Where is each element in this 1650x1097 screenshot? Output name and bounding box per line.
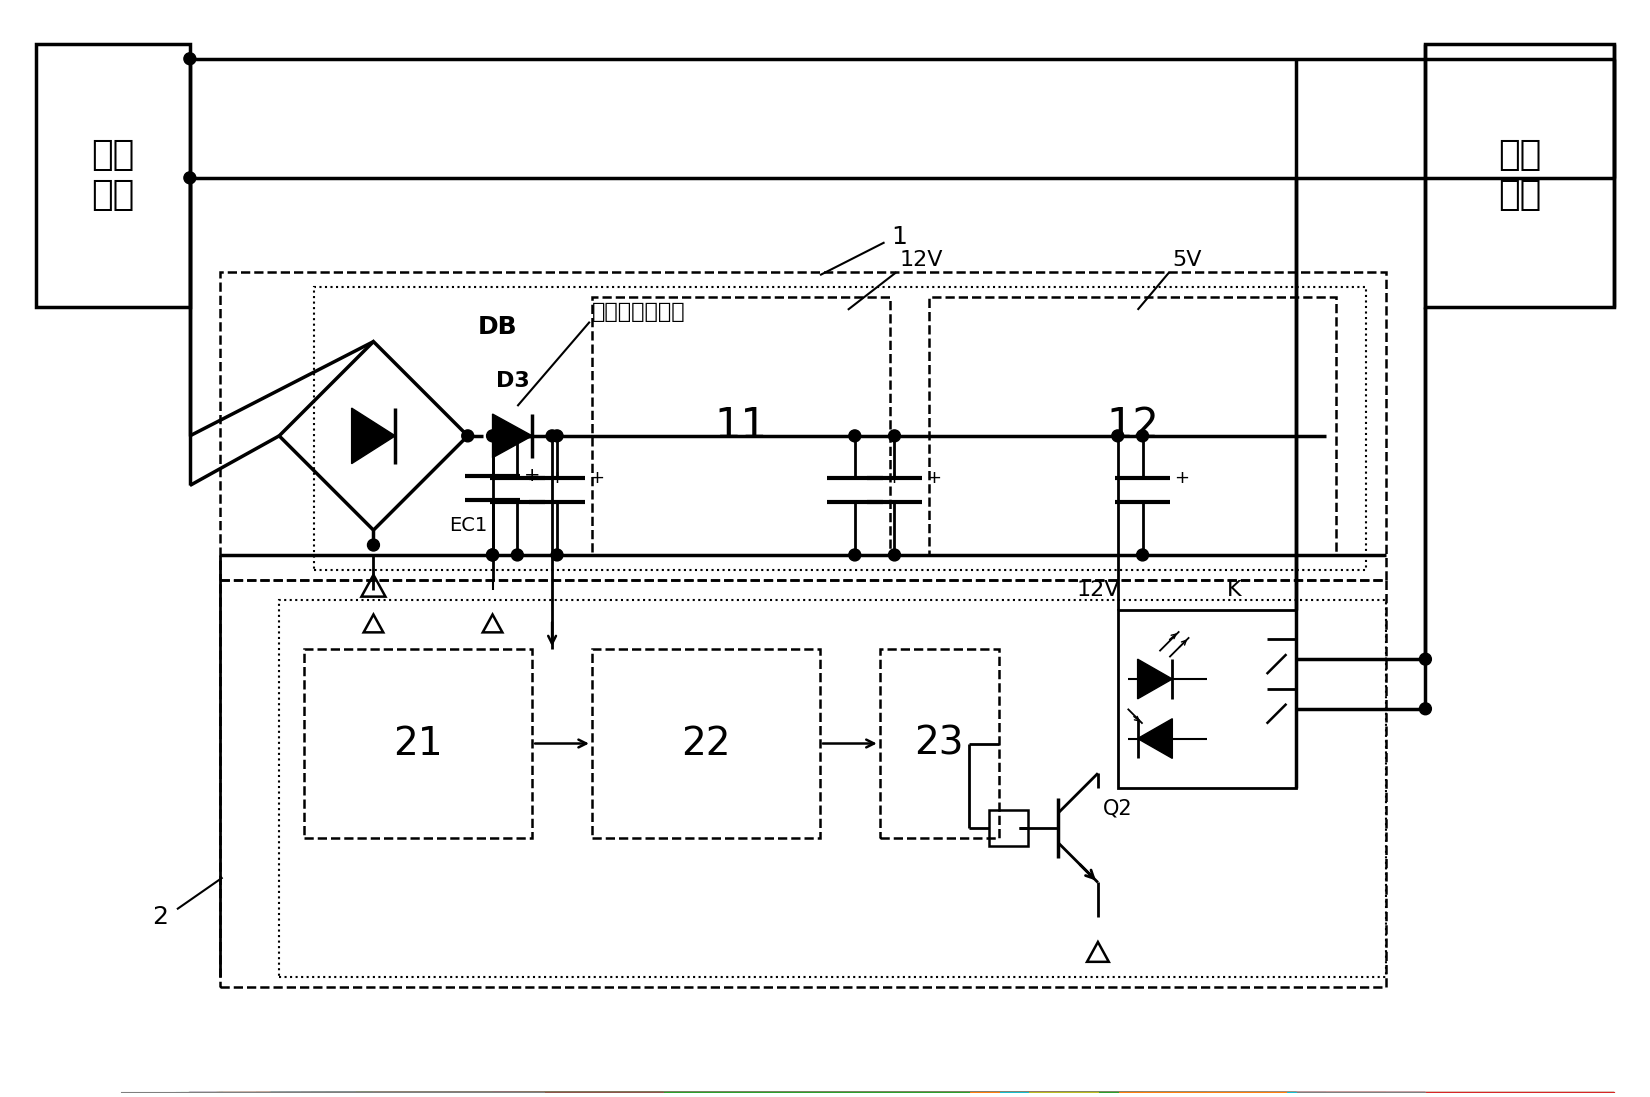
Text: 11: 11 (714, 405, 767, 446)
Bar (219, 272, 1386, 579)
Bar (219, 579, 1386, 986)
Bar (879, 649, 998, 838)
Circle shape (888, 430, 901, 442)
Bar (36, 44, 190, 307)
Circle shape (848, 430, 861, 442)
Text: 5V: 5V (1173, 250, 1201, 270)
Bar (1426, 44, 1614, 307)
Text: 23: 23 (914, 724, 964, 762)
Circle shape (487, 548, 498, 561)
Polygon shape (1137, 659, 1173, 699)
Circle shape (512, 430, 523, 442)
Circle shape (546, 430, 558, 442)
Text: 1: 1 (891, 225, 908, 249)
Text: 21: 21 (393, 724, 442, 762)
Circle shape (551, 430, 563, 442)
Bar (929, 297, 1336, 555)
Circle shape (462, 430, 474, 442)
Circle shape (1137, 548, 1148, 561)
Circle shape (183, 172, 196, 184)
Bar (988, 810, 1028, 846)
Text: +: + (589, 468, 604, 487)
Text: 22: 22 (681, 724, 731, 762)
Bar (314, 287, 1366, 569)
Text: D3: D3 (495, 371, 530, 392)
Circle shape (551, 548, 563, 561)
Bar (279, 600, 1386, 976)
Circle shape (1419, 653, 1431, 665)
Circle shape (888, 548, 901, 561)
Text: 12: 12 (1106, 405, 1158, 446)
Text: DB: DB (477, 315, 518, 339)
Text: Q2: Q2 (1102, 798, 1132, 818)
Text: K: K (1228, 579, 1241, 600)
Circle shape (1137, 430, 1148, 442)
Text: +: + (549, 468, 564, 487)
Text: +: + (525, 466, 541, 485)
Polygon shape (1137, 719, 1173, 758)
Bar (592, 297, 889, 555)
Text: 2: 2 (152, 905, 168, 929)
Bar (304, 649, 533, 838)
Polygon shape (351, 408, 396, 464)
Polygon shape (493, 414, 533, 457)
Circle shape (487, 430, 498, 442)
Circle shape (487, 548, 498, 561)
Circle shape (1419, 703, 1431, 715)
Text: +: + (926, 468, 940, 487)
Text: 测试
样品: 测试 样品 (1498, 138, 1541, 212)
Circle shape (848, 548, 861, 561)
Circle shape (183, 53, 196, 65)
Text: +: + (886, 468, 901, 487)
Text: 脉动直流检测点: 脉动直流检测点 (592, 302, 685, 321)
Text: 12V: 12V (899, 250, 942, 270)
Circle shape (1112, 430, 1124, 442)
Bar (592, 649, 820, 838)
Bar (1117, 610, 1297, 788)
Text: +: + (1175, 468, 1190, 487)
Text: EC1: EC1 (449, 516, 488, 534)
Circle shape (368, 539, 380, 551)
Text: 输入
电源: 输入 电源 (91, 138, 134, 212)
Text: 12V: 12V (1076, 579, 1120, 600)
Circle shape (512, 548, 523, 561)
